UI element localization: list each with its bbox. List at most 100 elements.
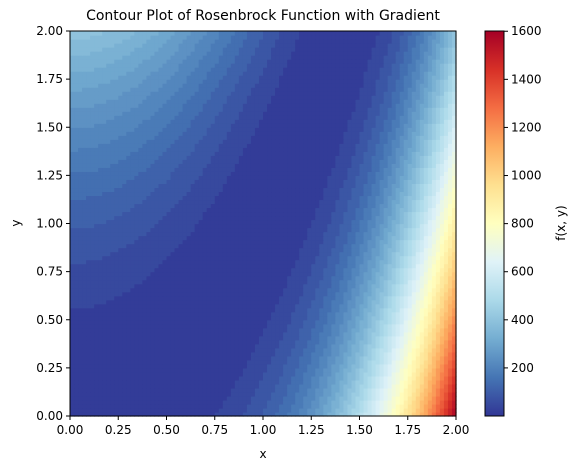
contour-cell — [291, 239, 296, 245]
contour-cell — [283, 311, 288, 317]
contour-cell — [307, 399, 312, 405]
contour-cell — [379, 407, 385, 413]
contour-cell — [351, 239, 357, 245]
contour-cell — [427, 347, 433, 353]
contour-cell — [299, 319, 304, 325]
contour-cell — [375, 275, 381, 281]
contour-cell — [391, 247, 397, 253]
contour-cell — [134, 327, 139, 333]
contour-cell — [198, 331, 204, 337]
contour-cell — [391, 279, 397, 285]
contour-cell — [283, 275, 288, 281]
contour-cell — [230, 411, 236, 417]
contour-cell — [315, 403, 320, 409]
contour-cell — [363, 335, 369, 341]
contour-cell — [102, 259, 107, 265]
contour-cell — [291, 311, 296, 317]
contour-cell — [271, 283, 276, 289]
contour-cell — [395, 239, 401, 245]
contour-cell — [174, 231, 180, 237]
contour-cell — [447, 331, 453, 337]
contour-cell — [162, 343, 168, 349]
contour-cell — [222, 211, 228, 217]
contour-cell — [391, 375, 397, 381]
contour-cell — [234, 283, 240, 289]
contour-cell — [90, 215, 95, 221]
contour-cell — [359, 335, 365, 341]
contour-cell — [78, 303, 83, 309]
contour-cell — [218, 239, 224, 245]
contour-cell — [287, 323, 292, 329]
contour-cell — [234, 231, 240, 237]
contour-cell — [359, 211, 365, 217]
contour-cell — [435, 267, 441, 273]
contour-cell — [331, 399, 336, 405]
contour-cell — [407, 339, 413, 345]
contour-cell — [299, 247, 304, 253]
contour-cell — [138, 239, 143, 245]
contour-cell — [435, 291, 441, 297]
contour-cell — [303, 271, 308, 277]
contour-cell — [186, 251, 192, 257]
contour-cell — [451, 367, 457, 373]
contour-cell — [423, 379, 429, 385]
contour-cell — [351, 403, 357, 409]
contour-cell — [218, 407, 224, 413]
contour-cell — [367, 295, 373, 301]
contour-cell — [118, 267, 123, 273]
contour-cell — [303, 223, 308, 229]
contour-cell — [431, 315, 437, 321]
contour-cell — [335, 259, 340, 265]
contour-cell — [178, 219, 184, 225]
contour-cell — [311, 411, 316, 417]
contour-cell — [202, 359, 208, 365]
contour-cell — [391, 255, 397, 261]
contour-cell — [130, 235, 135, 241]
contour-cell — [226, 271, 232, 277]
contour-cell — [138, 403, 143, 409]
contour-cell — [218, 219, 224, 225]
contour-cell — [158, 267, 164, 273]
contour-cell — [134, 335, 139, 341]
contour-cell — [118, 227, 123, 233]
contour-cell — [134, 407, 139, 413]
contour-cell — [351, 367, 357, 373]
contour-cell — [283, 307, 288, 313]
contour-cell — [427, 351, 433, 357]
contour-cell — [327, 239, 332, 245]
contour-cell — [443, 339, 449, 345]
contour-cell — [94, 247, 99, 253]
contour-cell — [263, 383, 268, 389]
contour-cell — [130, 339, 135, 345]
contour-cell — [355, 327, 361, 333]
contour-cell — [447, 363, 453, 369]
contour-cell — [254, 363, 260, 369]
contour-cell — [82, 371, 87, 377]
contour-cell — [170, 359, 176, 365]
contour-cell — [162, 243, 168, 249]
contour-cell — [202, 207, 208, 213]
contour-cell — [267, 275, 272, 281]
contour-cell — [351, 359, 357, 365]
contour-cell — [218, 307, 224, 313]
contour-cell — [202, 411, 208, 417]
contour-cell — [186, 363, 192, 369]
contour-cell — [427, 259, 433, 265]
contour-cell — [371, 291, 377, 297]
contour-cell — [263, 303, 268, 309]
contour-cell — [146, 327, 152, 333]
contour-cell — [375, 383, 381, 389]
contour-cell — [347, 379, 353, 385]
contour-cell — [86, 283, 91, 289]
contour-cell — [327, 367, 332, 373]
contour-cell — [70, 215, 75, 221]
contour-cell — [218, 275, 224, 281]
contour-cell — [279, 395, 284, 401]
contour-cell — [174, 291, 180, 297]
contour-cell — [419, 355, 425, 361]
contour-cell — [198, 411, 204, 417]
contour-cell — [82, 307, 87, 313]
contour-cell — [254, 367, 260, 373]
contour-cell — [395, 283, 401, 289]
contour-cell — [303, 347, 308, 353]
